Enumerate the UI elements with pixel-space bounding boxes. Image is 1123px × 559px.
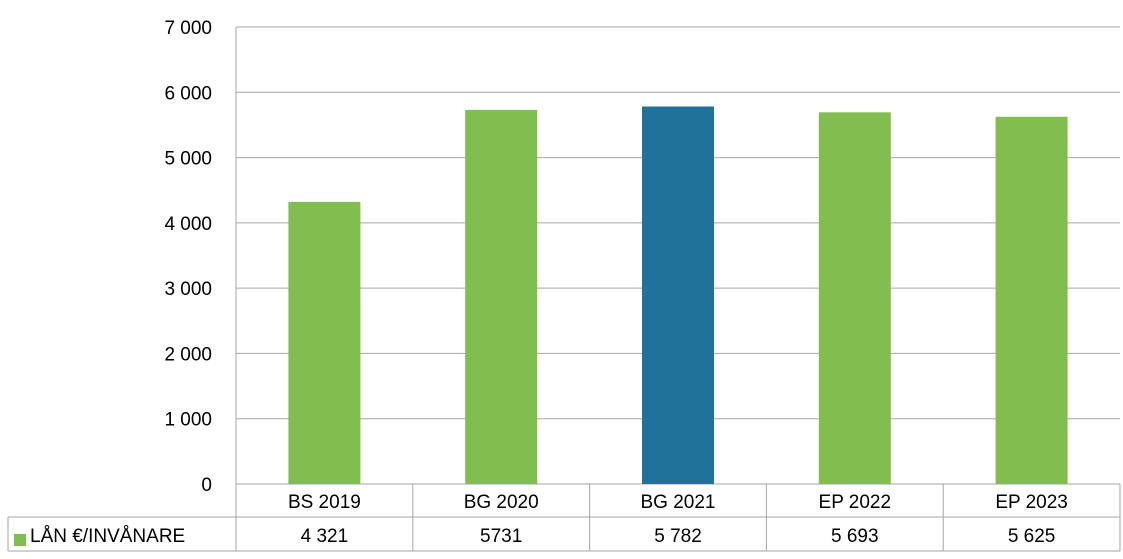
legend-swatch [14, 534, 26, 546]
data-table: BS 2019 4 321 BG 2020 5731 BG 2021 5 782 EP 20… [7, 484, 1121, 552]
bars [288, 106, 1068, 485]
table-value-cell: 5 625 [1008, 526, 1056, 547]
x-category-label: BG 2021 [641, 492, 716, 513]
y-tick-label: 0 [201, 475, 212, 496]
bar [642, 106, 714, 484]
x-category-label: EP 2022 [819, 492, 892, 513]
y-tick-label: 2 000 [164, 344, 212, 365]
bar [465, 109, 538, 485]
table-value-cell: 4 321 [301, 526, 349, 547]
y-tick-label: 6 000 [164, 83, 212, 104]
table-value-cell: 5 782 [654, 526, 702, 547]
table-value-cell: 5 693 [831, 526, 879, 547]
y-tick-label: 1 000 [164, 410, 212, 431]
bar [288, 201, 361, 484]
table-value-cell: 5731 [480, 526, 522, 547]
bar [995, 116, 1068, 485]
legend-series-name: LÅN €/INVÅNARE [30, 526, 185, 547]
bar [818, 112, 891, 484]
x-category-label: EP 2023 [995, 492, 1068, 513]
y-tick-label: 3 000 [164, 279, 212, 300]
y-tick-label: 7 000 [164, 18, 212, 39]
x-category-label: BS 2019 [288, 492, 361, 513]
y-tick-label: 5 000 [164, 149, 212, 170]
x-category-label: BG 2020 [464, 492, 539, 513]
y-tick-label: 4 000 [164, 214, 212, 235]
y-axis-tick-labels: 0 1 000 2 000 3 000 4 000 5 000 6 000 7 000 [164, 18, 212, 496]
